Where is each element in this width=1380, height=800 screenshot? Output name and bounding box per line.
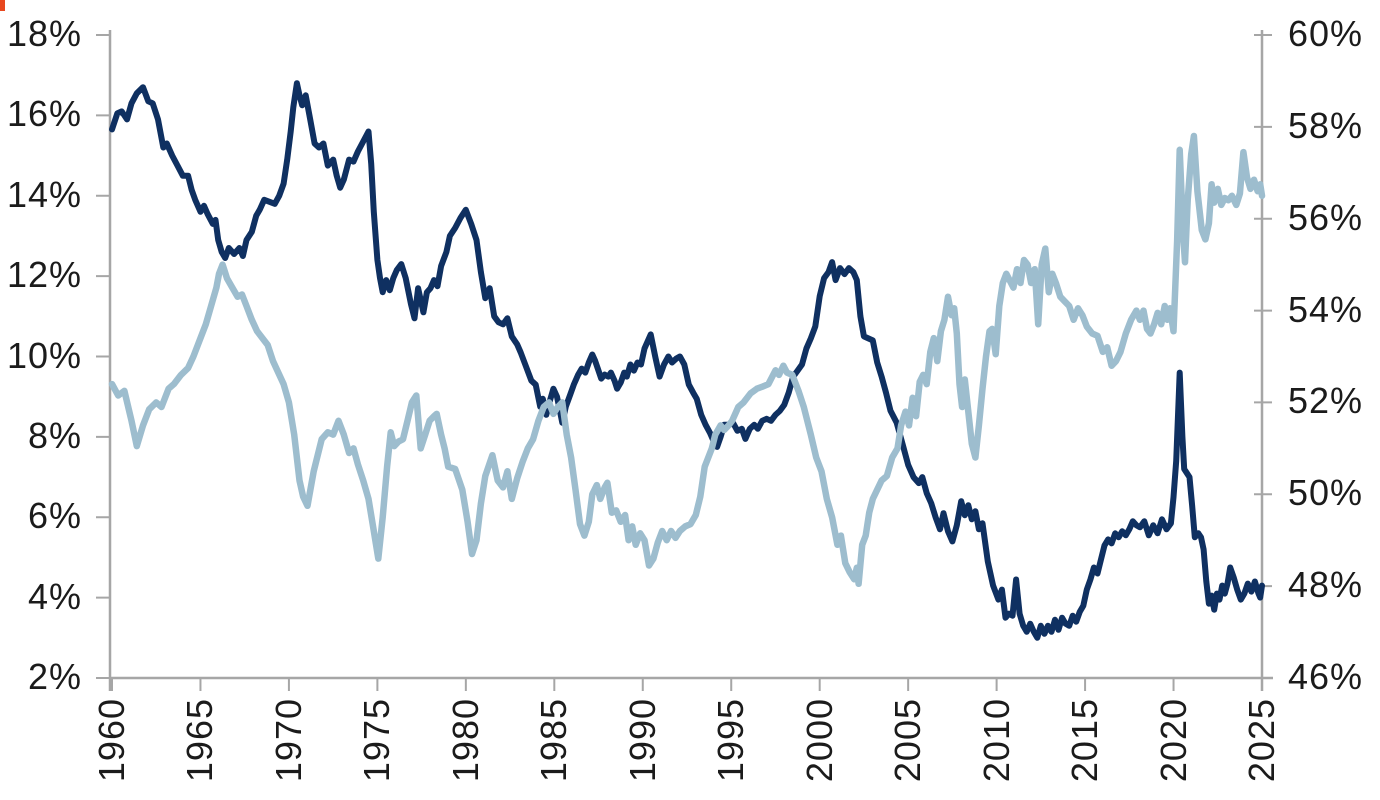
x-tick-label: 1970 — [267, 698, 309, 783]
y-right-tick-label: 56% — [1288, 196, 1364, 238]
x-tick-label: 1995 — [710, 698, 752, 783]
series-line-dark-navy — [109, 80, 1265, 641]
x-tick-label: 2010 — [975, 698, 1017, 783]
x-tick-label: 2025 — [1241, 698, 1282, 783]
y-right-tick-label: 52% — [1288, 380, 1364, 422]
y-left-tick-label: 8% — [27, 414, 82, 456]
x-tick-label: 2000 — [798, 698, 840, 783]
x-tick-label: 2005 — [887, 698, 929, 783]
x-tick-label: 1975 — [356, 698, 398, 783]
series-line-light-blue — [108, 132, 1266, 588]
screen-corner-artifact — [0, 0, 5, 11]
x-tick-label: 1965 — [179, 698, 221, 783]
y-left-tick-label: 18% — [6, 13, 82, 54]
y-right-tick-label: 58% — [1288, 104, 1364, 146]
y-right-tick-label: 50% — [1288, 472, 1364, 514]
y-right-tick-label: 46% — [1288, 656, 1364, 697]
x-tick-label: 1980 — [444, 698, 486, 783]
x-tick-label: 1985 — [533, 698, 575, 783]
y-left-tick-label: 14% — [6, 173, 82, 215]
y-left-tick-label: 10% — [6, 334, 82, 376]
x-tick-label: 2015 — [1064, 698, 1106, 783]
x-tick-label: 2020 — [1152, 698, 1194, 783]
y-right-tick-label: 60% — [1288, 13, 1364, 54]
y-right-tick-label: 48% — [1288, 564, 1364, 606]
y-left-tick-label: 12% — [6, 254, 82, 296]
y-left-tick-label: 2% — [27, 656, 82, 697]
x-tick-label: 1990 — [621, 698, 663, 783]
y-left-tick-label: 16% — [6, 93, 82, 135]
y-left-tick-label: 4% — [27, 575, 82, 617]
y-left-tick-label: 6% — [27, 495, 82, 537]
y-right-tick-label: 54% — [1288, 288, 1364, 330]
x-tick-label: 1960 — [91, 698, 132, 783]
